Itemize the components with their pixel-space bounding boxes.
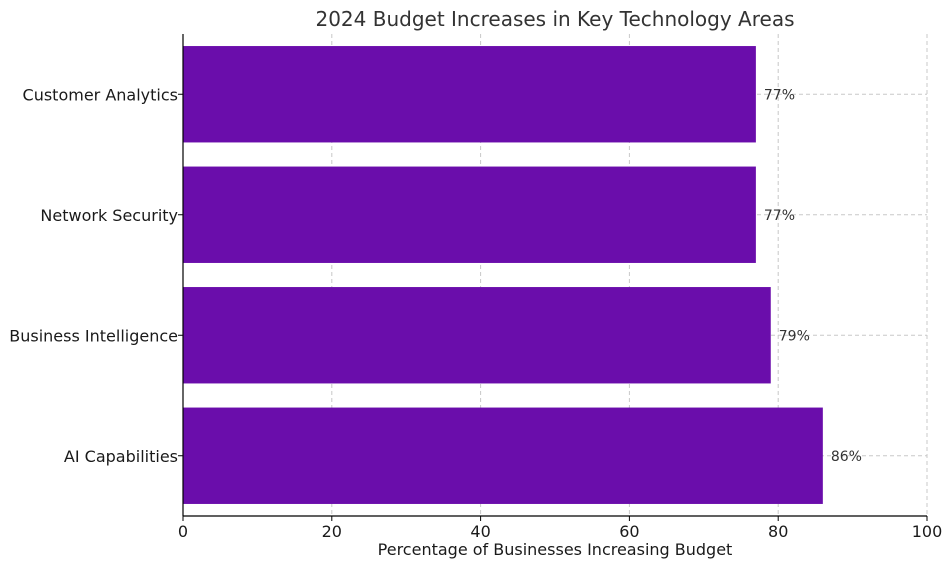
- bar-value-label: 77%: [764, 208, 795, 224]
- data-labels: 86% 79% 77% 77%: [764, 87, 862, 465]
- axes: 0 20 40 60 80 100 AI Capabilities Business Inte…: [9, 34, 942, 541]
- y-tick-label: AI Capabilities: [64, 447, 178, 466]
- x-tick-label: 20: [322, 522, 342, 541]
- bar: [183, 407, 823, 504]
- bar: [183, 46, 756, 143]
- bar-value-label: 86%: [831, 449, 862, 465]
- bar: [183, 166, 756, 263]
- bar-value-label: 77%: [764, 87, 795, 103]
- bar-value-label: 79%: [779, 328, 810, 344]
- bars: [183, 46, 823, 504]
- y-tick-label: Business Intelligence: [9, 326, 178, 345]
- x-tick-label: 100: [912, 522, 943, 541]
- x-tick-label: 80: [768, 522, 788, 541]
- y-tick-label: Customer Analytics: [23, 85, 178, 104]
- x-tick-label: 60: [619, 522, 639, 541]
- x-tick-label: 40: [470, 522, 490, 541]
- x-axis-label: Percentage of Businesses Increasing Budg…: [378, 540, 733, 559]
- bar: [183, 287, 771, 384]
- chart-title: 2024 Budget Increases in Key Technology …: [315, 7, 794, 31]
- x-tick-label: 0: [178, 522, 188, 541]
- y-tick-label: Network Security: [40, 206, 178, 225]
